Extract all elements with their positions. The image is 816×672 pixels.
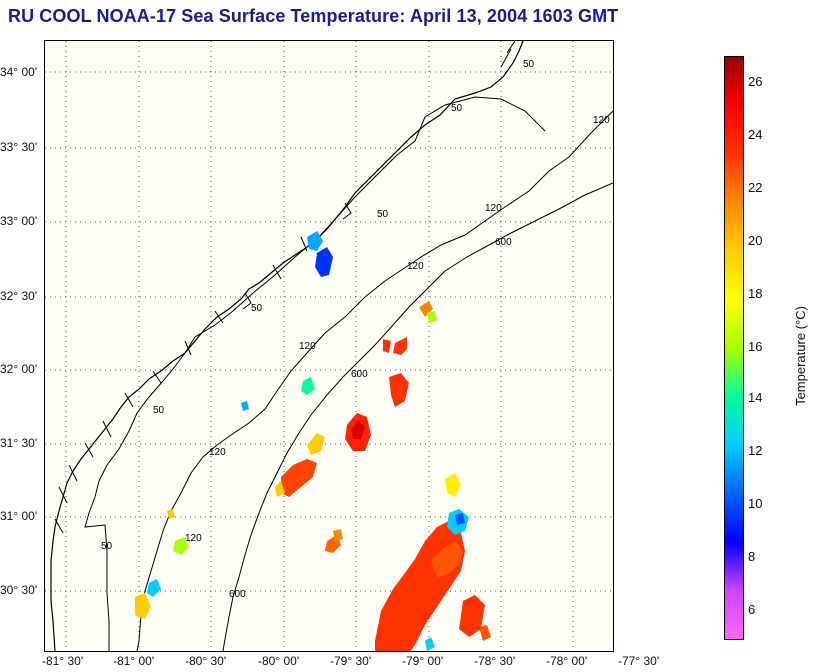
colorbar-tick: 10 xyxy=(748,496,763,511)
colorbar-tick: 22 xyxy=(748,180,763,195)
graticule xyxy=(45,41,613,651)
lon-label: -78° 30' xyxy=(474,654,516,668)
colorbar-tick: 24 xyxy=(748,127,763,142)
isobath-120 xyxy=(136,110,613,651)
lat-label: 33° 30' xyxy=(0,140,38,154)
lat-label: 30° 30' xyxy=(0,583,38,597)
isobath-label: 50 xyxy=(153,405,165,416)
isobath-label: 120 xyxy=(209,447,226,458)
coastline-islands xyxy=(54,41,516,534)
colorbar-tick: 12 xyxy=(748,443,763,458)
coastline xyxy=(50,41,524,651)
colorbar-tick: 20 xyxy=(748,233,763,248)
lon-label: -81° 30' xyxy=(42,654,84,668)
map-title: RU COOL NOAA-17 Sea Surface Temperature:… xyxy=(8,6,619,26)
lat-label: 34° 00' xyxy=(0,65,38,79)
lat-label: 32° 00' xyxy=(0,362,38,376)
isobath-label: 600 xyxy=(229,589,246,600)
isobath-label: 120 xyxy=(407,261,424,272)
isobath-50 xyxy=(84,96,546,651)
isobath-label: 50 xyxy=(377,209,389,220)
lat-label: 33° 00' xyxy=(0,214,38,228)
sst-map: 50 50 50 50 50 50 120 120 120 120 120 12… xyxy=(44,40,614,652)
lon-label: -80° 30' xyxy=(185,654,227,668)
isobath-label: 50 xyxy=(101,541,113,552)
colorbar-tick: 18 xyxy=(748,286,763,301)
isobath-label: 120 xyxy=(593,115,610,126)
isobath-label: 120 xyxy=(485,203,502,214)
colorbar-label: Temperature (°C) xyxy=(793,306,808,406)
isobath-label: 120 xyxy=(185,533,202,544)
lat-label: 32° 30' xyxy=(0,289,38,303)
lat-label: 31° 30' xyxy=(0,436,38,450)
sst-pixels xyxy=(135,231,491,651)
lon-label: -79° 00' xyxy=(402,654,444,668)
lon-label: -77° 30' xyxy=(618,654,660,668)
lon-label: -80° 00' xyxy=(258,654,300,668)
isobath-600 xyxy=(222,182,613,651)
colorbar-tick: 26 xyxy=(748,74,763,89)
lon-label: -79° 30' xyxy=(330,654,372,668)
isobath-label: 600 xyxy=(351,369,368,380)
sst-map-canvas: 50 50 50 50 50 50 120 120 120 120 120 12… xyxy=(45,41,613,651)
isobath-label: 50 xyxy=(451,103,463,114)
isobath-label: 120 xyxy=(299,341,316,352)
isobath-label: 50 xyxy=(523,59,535,70)
lon-label: -81° 00' xyxy=(113,654,155,668)
colorbar-tick: 16 xyxy=(748,339,763,354)
temperature-colorbar xyxy=(724,56,744,640)
colorbar-tick: 8 xyxy=(748,549,756,564)
isobath-label: 50 xyxy=(251,303,263,314)
colorbar-tick: 6 xyxy=(748,602,756,617)
lon-label: -78° 00' xyxy=(546,654,588,668)
colorbar-tick: 14 xyxy=(748,390,763,405)
lat-label: 31° 00' xyxy=(0,509,38,523)
isobath-label: 600 xyxy=(495,237,512,248)
